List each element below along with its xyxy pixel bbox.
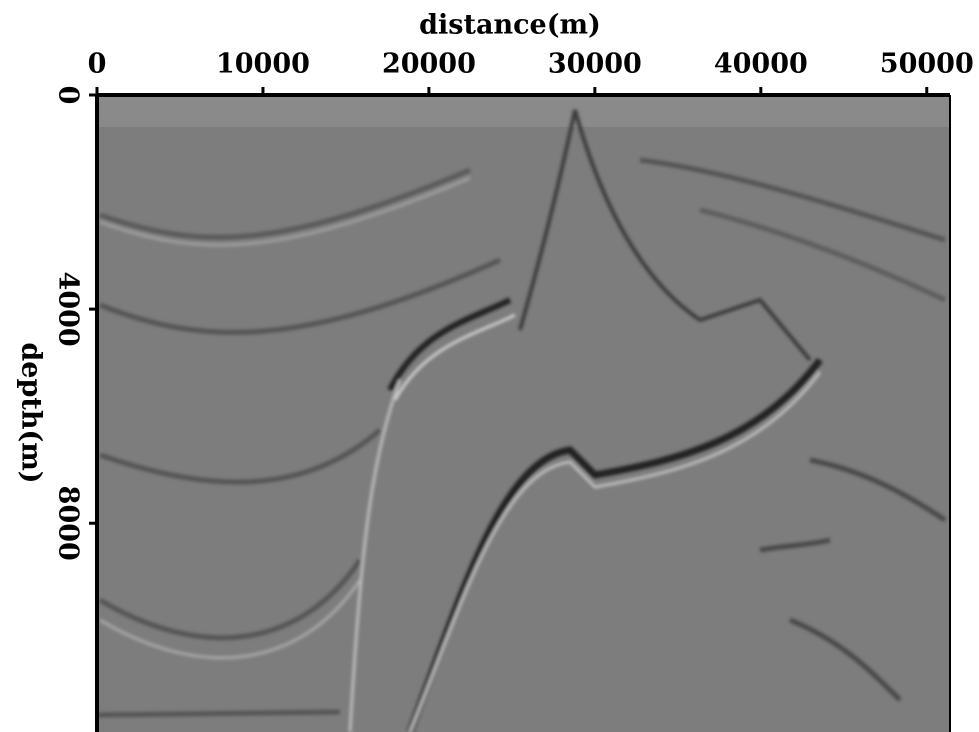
x-tick-label: 30000	[548, 49, 642, 80]
x-tick-label: 0	[88, 49, 107, 80]
x-tick-label: 10000	[216, 49, 310, 80]
y-tick-label: 0	[53, 86, 84, 105]
y-axis-label: depth(m)	[16, 342, 47, 483]
seismic-image	[97, 95, 950, 732]
x-tick-label: 50000	[880, 49, 974, 80]
x-tick-label: 40000	[714, 49, 808, 80]
x-axis-label: distance(m)	[419, 10, 601, 41]
y-tick-label: 8000	[53, 486, 84, 561]
x-tick-label: 20000	[382, 49, 476, 80]
y-tick-label: 4000	[53, 272, 84, 347]
